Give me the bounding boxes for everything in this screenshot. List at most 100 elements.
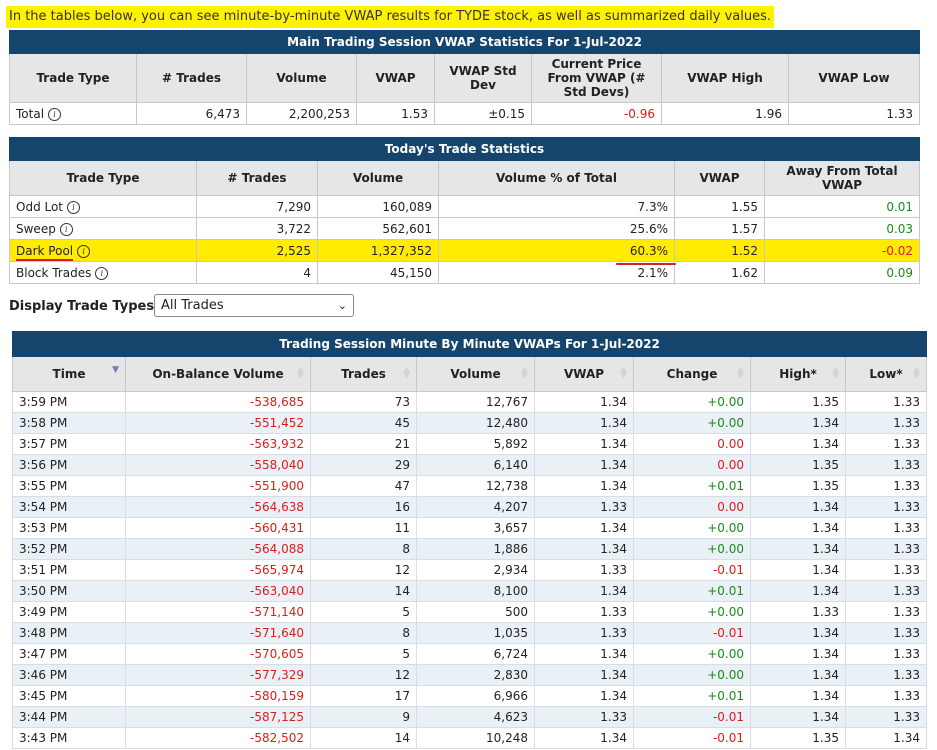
high-cell: 1.34 (750, 496, 846, 518)
trades-cell: 73 (310, 391, 417, 413)
col-vwap[interactable]: VWAP ▲ ▼ (534, 356, 634, 392)
time-cell: 3:59 PM (12, 391, 126, 413)
col-volume: Volume (317, 160, 439, 196)
volume-value: 160,089 (317, 195, 439, 218)
vwap-value: 1.52 (674, 239, 765, 262)
volume-cell: 4,207 (416, 496, 535, 518)
trades-cell: 17 (310, 685, 417, 707)
change-cell: +0.00 (633, 538, 751, 560)
low-cell: 1.33 (844, 622, 928, 644)
total-row: Total i 6,473 2,200,253 1.53 ±0.15 -0.96 … (9, 102, 921, 125)
volume-cell: 1,035 (416, 622, 535, 644)
std-dev-value: ±0.15 (434, 102, 532, 125)
change-cell: +0.01 (633, 475, 751, 497)
vwap-cell: 1.33 (534, 496, 634, 518)
volume-cell: 500 (416, 601, 535, 623)
obv-cell: -570,605 (125, 643, 311, 665)
info-icon[interactable]: i (67, 200, 81, 214)
volume-cell: 12,738 (416, 475, 535, 497)
col-vwap-high: VWAP High (661, 53, 789, 103)
time-cell: 3:44 PM (12, 706, 126, 728)
vwap-cell: 1.33 (534, 622, 634, 644)
trades-cell: 14 (310, 580, 417, 602)
col-high[interactable]: High* ▲ ▼ (750, 356, 846, 392)
col-trades: # Trades (136, 53, 247, 103)
trade-type-select[interactable]: All Trades ⌄ (154, 294, 354, 317)
time-cell: 3:52 PM (12, 538, 126, 560)
col-on-balance-volume[interactable]: On-Balance Volume ▲ ▼ (125, 356, 311, 392)
high-cell: 1.34 (750, 559, 846, 581)
vwap-cell: 1.34 (534, 538, 634, 560)
vwap-cell: 1.33 (534, 559, 634, 581)
vwap-cell: 1.34 (534, 517, 634, 539)
sort-icon: ▲ ▼ (297, 365, 304, 381)
col-vwap-std-dev: VWAP Std Dev (434, 53, 532, 103)
time-cell: 3:50 PM (12, 580, 126, 602)
table-row: 3:56 PM -558,040 29 6,140 1.34 0.00 1.35 1.33 (12, 454, 928, 476)
trades-cell: 12 (310, 664, 417, 686)
volume-cell: 12,480 (416, 412, 535, 434)
change-cell: +0.01 (633, 685, 751, 707)
info-icon[interactable]: i (77, 244, 91, 258)
high-cell: 1.34 (750, 580, 846, 602)
col-change[interactable]: Change ▲ ▼ (633, 356, 751, 392)
minute-vwap-title: Trading Session Minute By Minute VWAPs F… (11, 331, 928, 357)
obv-cell: -587,125 (125, 706, 311, 728)
sweep-row: Sweep i 3,722 562,601 25.6% 1.57 0.03 (9, 217, 921, 240)
col-time[interactable]: Time ▼ (12, 356, 126, 392)
trades-cell: 8 (310, 622, 417, 644)
volume-cell: 2,934 (416, 559, 535, 581)
high-cell: 1.34 (750, 643, 846, 665)
today-stats-table: Today's Trade Statistics Trade Type # Tr… (8, 137, 921, 284)
volume-cell: 6,966 (416, 685, 535, 707)
time-cell: 3:58 PM (12, 412, 126, 434)
col-low[interactable]: Low* ▲ ▼ (844, 356, 928, 392)
minute-table-body: 3:59 PM -538,685 73 12,767 1.34 +0.00 1.35 1.33… (12, 391, 928, 749)
obv-cell: -538,685 (125, 391, 311, 413)
table-row: 3:58 PM -551,452 45 12,480 1.34 +0.00 1.34 1.33 (12, 412, 928, 434)
vwap-cell: 1.34 (534, 727, 634, 749)
select-value: All Trades (161, 298, 224, 313)
obv-cell: -571,140 (125, 601, 311, 623)
low-cell: 1.33 (844, 475, 928, 497)
col-trades[interactable]: Trades ▲ ▼ (310, 356, 417, 392)
obv-cell: -564,638 (125, 496, 311, 518)
trades-cell: 47 (310, 475, 417, 497)
time-cell: 3:56 PM (12, 454, 126, 476)
time-cell: 3:46 PM (12, 664, 126, 686)
col-trades: # Trades (196, 160, 318, 196)
col-volume[interactable]: Volume ▲ ▼ (416, 356, 535, 392)
low-cell: 1.33 (844, 412, 928, 434)
vwap-cell: 1.34 (534, 391, 634, 413)
high-cell: 1.34 (750, 622, 846, 644)
high-cell: 1.34 (750, 517, 846, 539)
away-value: -0.02 (763, 239, 921, 262)
sort-desc-icon: ▼ (112, 365, 119, 375)
info-icon[interactable]: i (48, 107, 62, 121)
volume-cell: 1,886 (416, 538, 535, 560)
high-cell: 1.35 (750, 391, 846, 413)
low-cell: 1.33 (844, 433, 928, 455)
current-price-value: -0.96 (531, 102, 662, 125)
obv-cell: -565,974 (125, 559, 311, 581)
trades-cell: 16 (310, 496, 417, 518)
trades-cell: 14 (310, 727, 417, 749)
info-icon[interactable]: i (95, 266, 109, 280)
away-value: 0.01 (763, 195, 921, 218)
annotation-underline (616, 263, 676, 265)
sort-icon: ▲ ▼ (521, 365, 528, 381)
volume-cell: 12,767 (416, 391, 535, 413)
volume-pct-value: 25.6% (438, 217, 675, 240)
chevron-down-icon: ⌄ (337, 299, 347, 312)
time-cell: 3:49 PM (12, 601, 126, 623)
block-trades-row: Block Trades i 4 45,150 2.1% 1.62 0.09 (9, 261, 921, 284)
main-session-table: Main Trading Session VWAP Statistics For… (8, 30, 921, 125)
high-cell: 1.34 (750, 685, 846, 707)
high-cell: 1.34 (750, 664, 846, 686)
col-vwap: VWAP (356, 53, 435, 103)
vwap-value: 1.53 (356, 102, 435, 125)
vwap-cell: 1.34 (534, 433, 634, 455)
low-cell: 1.33 (844, 496, 928, 518)
info-icon[interactable]: i (59, 222, 73, 236)
trades-cell: 21 (310, 433, 417, 455)
